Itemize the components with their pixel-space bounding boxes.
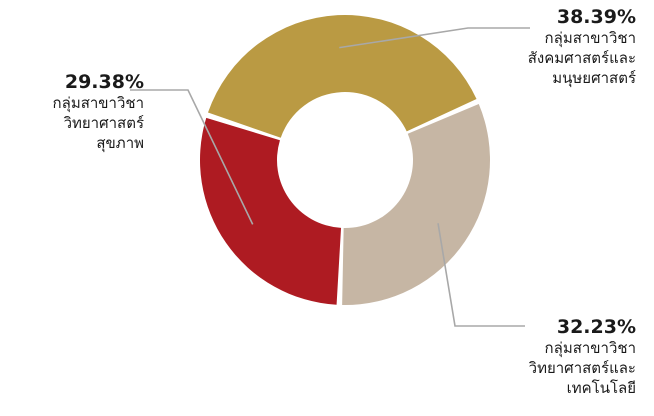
slice-label-science-technology: 32.23% กลุ่มสาขาวิชา วิทยาศาสตร์และ เทคโ…	[486, 316, 636, 398]
slice-category-line: เทคโนโลยี	[566, 379, 636, 397]
slice-percent-label: 32.23%	[556, 316, 636, 338]
slice-category-line: วิทยาศาสตร์และ	[528, 359, 636, 377]
leader-line	[339, 27, 530, 49]
donut-slice	[342, 104, 491, 306]
slice-percent-label: 38.39%	[556, 6, 636, 28]
slice-category-line: กลุ่มสาขาวิชา	[544, 29, 636, 47]
slice-category-line: สุขภาพ	[96, 134, 144, 152]
leader-line	[437, 223, 525, 327]
slice-category-line: มนุษยศาสตร์	[552, 69, 636, 87]
slice-category-line: กลุ่มสาขาวิชา	[544, 339, 636, 357]
slice-percent-label: 29.38%	[64, 71, 144, 93]
slice-label-social-sciences: 38.39% กลุ่มสาขาวิชา สังคมศาสตร์และ มนุษ…	[486, 6, 636, 88]
donut-slice	[200, 117, 342, 305]
donut-slice	[207, 15, 477, 138]
slice-category-line: สังคมศาสตร์และ	[527, 49, 636, 67]
slice-category-line: กลุ่มสาขาวิชา	[52, 94, 144, 112]
slice-label-health-sciences: 29.38% กลุ่มสาขาวิชา วิทยาศาสตร์ สุขภาพ	[4, 71, 144, 153]
slice-category-line: วิทยาศาสตร์	[63, 114, 144, 132]
leader-line	[130, 89, 254, 225]
